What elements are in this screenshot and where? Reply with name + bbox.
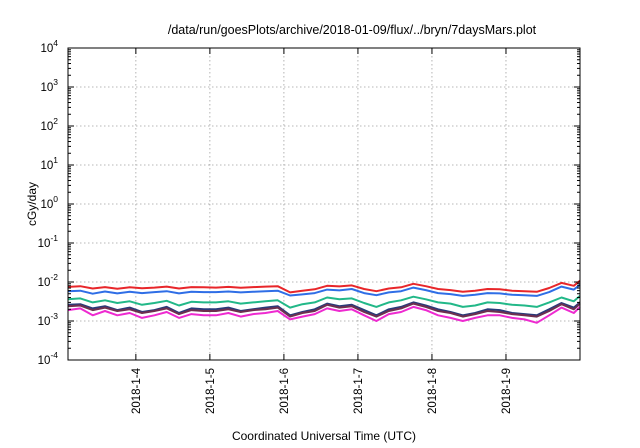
y-tick-label: 104 (40, 38, 58, 55)
axis-ticks (68, 47, 580, 361)
x-axis-label: Coordinated Universal Time (UTC) (232, 429, 416, 443)
x-tick-label: 2018-1-5 (205, 368, 217, 414)
y-axis-label: cGy/day (25, 182, 39, 226)
series-lines (67, 279, 581, 324)
series-line-1 (67, 279, 581, 294)
x-tick-label: 2018-1-7 (353, 368, 365, 414)
y-tick-label: 100 (40, 194, 58, 211)
series-line-2 (67, 284, 581, 297)
x-tick-labels: 2018-1-4 2018-1-5 2018-1-6 2018-1-7 2018-1-8… (131, 367, 513, 414)
grid-lines (68, 48, 580, 360)
x-tick-label: 2018-1-9 (501, 368, 513, 414)
x-tick-label: 2018-1-6 (279, 368, 291, 414)
y-tick-label: 10-2 (38, 272, 59, 289)
series-line-6 (67, 305, 581, 324)
chart-title: /data/run/goesPlots/archive/2018-01-09/f… (168, 23, 537, 37)
series-line-3 (67, 295, 581, 309)
y-tick-label: 103 (40, 77, 58, 94)
series-line-5 (67, 302, 581, 318)
y-tick-label: 101 (40, 155, 58, 172)
y-tick-labels: 10-4 10-3 10-2 10-1 100 101 102 103 104 (38, 38, 59, 367)
y-tick-label: 10-4 (38, 350, 59, 367)
y-tick-label: 10-1 (38, 233, 59, 250)
x-tick-label: 2018-1-4 (131, 367, 143, 414)
x-tick-label: 2018-1-8 (427, 368, 439, 414)
y-tick-label: 102 (40, 116, 58, 133)
y-tick-label: 10-3 (38, 311, 59, 328)
